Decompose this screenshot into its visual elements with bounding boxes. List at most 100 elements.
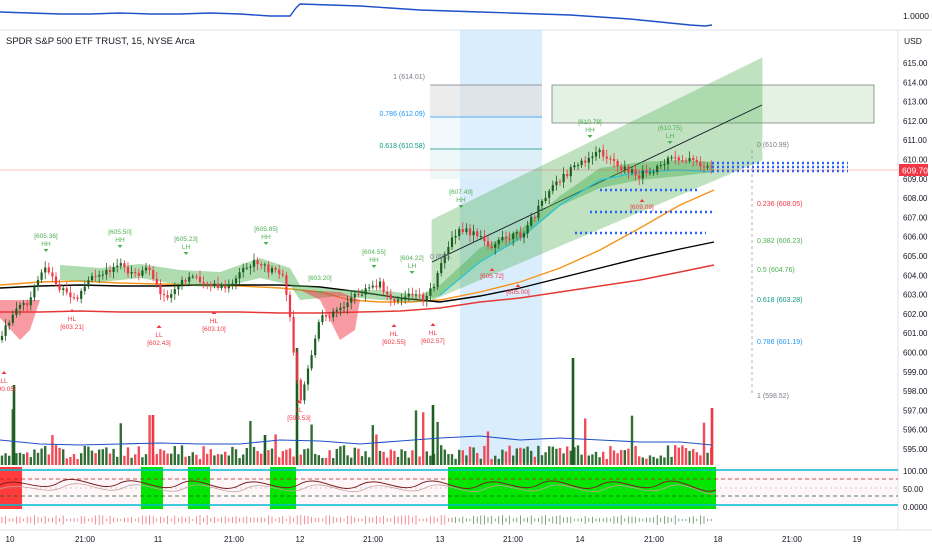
volume-bar [216,454,220,465]
volume-bar [101,449,104,465]
pivot-low-tag: LL [0,378,8,385]
candle-body [555,181,558,186]
candle-body [425,295,428,302]
candle-body [458,229,461,236]
candle-body [519,232,522,238]
candle-body [710,166,713,168]
candle-body [188,276,191,282]
volume-bar [605,458,608,465]
volume-bar [634,446,637,465]
volume-bar [335,449,338,465]
candle-body [652,171,655,173]
candle-body [396,299,400,302]
fib-level-label: 0.786 (601.19) [757,339,803,346]
pivot-high-tag: HH [585,127,595,134]
candle-body [105,269,108,275]
volume-bar [224,451,227,465]
fib-right-labels: 0 (610.99) 0.236 (608.05) 0.382 (606.23) 0.… [757,142,803,400]
fib-dotted-levels [575,161,848,235]
candle-body [40,272,43,280]
osc-tick-label: 0.0000 [903,503,928,512]
volume-bar [177,454,180,465]
price-tick-label: 607.00 [903,213,928,222]
volume-bar [375,434,378,465]
candle-body [15,308,18,315]
volume-bar [569,450,572,465]
candle-body [263,264,266,266]
volume-bar [151,415,155,465]
candle-body [342,306,346,308]
volume-bar [360,456,364,465]
candle-body [587,157,590,163]
pivot-high-price: [610.79] [578,119,602,126]
volume-bar [220,454,223,465]
candle-body [688,157,691,162]
time-tick-label: 13 [436,535,445,544]
candle-body [414,294,418,296]
candle-body [623,166,626,171]
volume-bar [688,450,691,465]
volume-bar [44,446,47,465]
fib-level-label: 0.382 (606.23) [757,238,803,245]
osc-tick-label: 100.00 [903,467,928,476]
candle-body [213,283,216,287]
pivot-high-labels: [605.36]HH[605.50]HH [605.23]LH[605.85]HH… [34,119,682,294]
volume-bar [659,455,662,465]
volume-bar [332,458,335,465]
time-axis[interactable]: 10 21:00 11 21:00 12 21:00 13 21:00 14 21:00 18 21:… [0,529,932,544]
moving-averages [0,189,715,314]
volume-bar [321,458,324,465]
target-zone-box[interactable] [551,84,875,124]
price-tick-label: 600.00 [903,349,928,358]
pivot-low-tag: HL [390,331,399,338]
volume-bar [666,445,670,465]
fib-level-label: 0 (610.99) [757,142,789,149]
candle-body [411,293,414,296]
candle-body [321,315,324,323]
time-tick-label: 10 [6,535,15,544]
candle-body [202,282,205,284]
top-value-label: 1.0000 [903,11,929,21]
volume-bar [15,453,18,465]
candle-body [36,279,40,287]
price-axis[interactable]: 615.00614.00613.00612.00611.00610.00609.… [903,59,928,454]
candle-body [357,293,360,295]
candle-body [141,270,144,276]
histogram-bars [1,515,712,525]
pivot-low-price: [609.09] [630,204,654,211]
symbol-title[interactable]: SPDR S&P 500 ETF TRUST, 15, NYSE Arca [6,36,195,47]
volume-bar [483,445,486,465]
volume-bar [314,453,317,465]
pivot-low-marker [1,371,7,374]
pivot-high-tag: HH [41,241,51,248]
volume-bar [134,454,137,465]
volume-bar [126,447,130,465]
pivot-high-marker [43,249,49,252]
volume-bar [184,456,187,465]
candle-body [206,283,209,285]
volume-bar [303,449,306,465]
currency-label[interactable]: USD [904,36,922,46]
candle-body [314,338,317,356]
time-tick-label: 19 [853,535,862,544]
candle-body [620,166,623,171]
volume-bar [537,445,540,465]
volume-bar [295,348,299,465]
candle-body [227,285,230,289]
candle-body [375,285,378,288]
regression-channel[interactable] [431,57,763,301]
candle-body [702,166,706,168]
pivot-high-marker [183,252,189,255]
candle-body [209,284,212,287]
candle-body [303,384,306,401]
osc-tick-label: 50.00 [903,485,924,494]
volume-bar [51,435,54,465]
volume-bar [684,448,688,465]
volume-bar [677,447,680,465]
candle-body [504,237,508,239]
pivot-high-price: (610.75) [658,125,682,132]
pivot-high-tag: HH [261,234,271,241]
price-tick-label: 606.00 [903,233,928,242]
volume-bar [663,457,666,465]
